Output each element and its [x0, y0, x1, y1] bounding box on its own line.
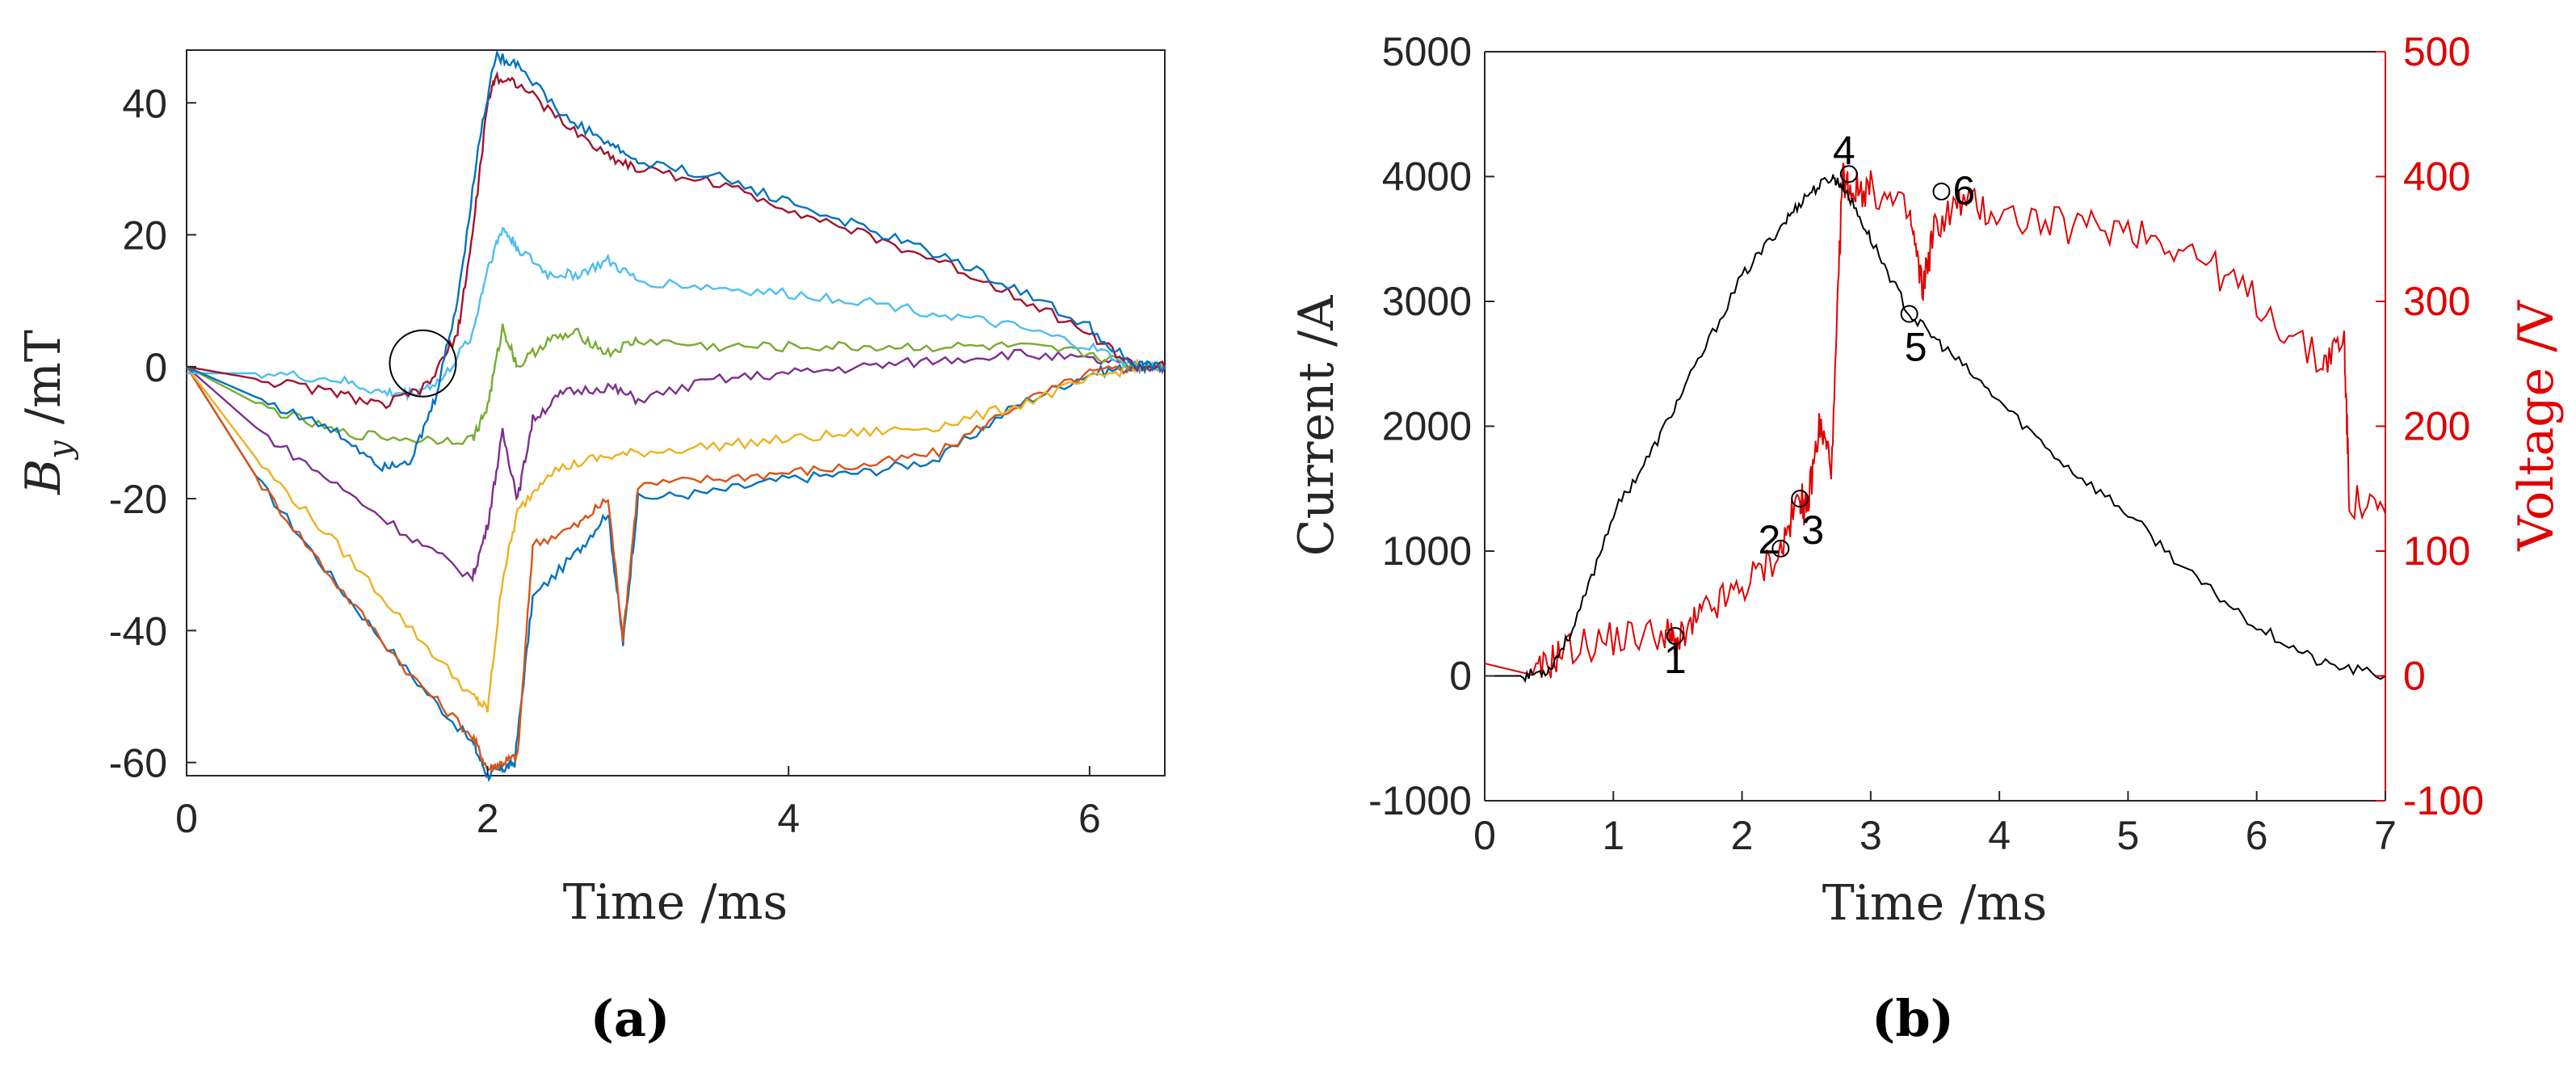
panel-b-marker-2 — [1771, 539, 1790, 558]
panel-b-caption: (b) — [1872, 989, 1954, 1048]
panel-b-marker-label-3: 3 — [1801, 507, 1824, 553]
panel-a-annotation-group — [389, 329, 457, 398]
panel-b-left-tick-label: 2000 — [1382, 404, 1472, 449]
panel-b-right-y-ticks: 500 400 300 200 100 0 -100 — [2376, 29, 2484, 823]
panel-b-right-tick-label: 200 — [2403, 404, 2470, 449]
panel-a-series-line-3 — [186, 358, 1166, 713]
panel-a-x-tick-label: 6 — [1078, 796, 1101, 841]
panel-b-right-tick-label: 500 — [2403, 29, 2470, 74]
panel-a-y-axis-label: By/mT — [15, 330, 79, 495]
panel-a-x-ticks: 0 2 4 6 — [175, 766, 1101, 841]
panel-b-right-tick-label: 100 — [2403, 528, 2470, 574]
panel-b-marker-label-6: 6 — [1953, 168, 1976, 213]
panel-a-series-line-2 — [185, 361, 1166, 772]
panel-b-left-y-axis-label: Current /A — [1288, 295, 1345, 556]
panel-b-marker-4 — [1839, 165, 1858, 183]
panel-b-x-axis-label: Time /ms — [1822, 875, 2048, 932]
panel-b-series-group — [1484, 162, 2386, 684]
panel-b-x-tick-label: 0 — [1473, 813, 1496, 858]
panel-b-x-tick-label: 6 — [2246, 813, 2268, 858]
panel-b-marker-label-2: 2 — [1758, 517, 1780, 562]
panel-a-caption: (a) — [590, 989, 670, 1048]
panel-b-x-tick-label: 4 — [1988, 813, 2011, 858]
panel-b-right-tick-label: 400 — [2403, 154, 2470, 200]
panel-b-marker-label-5: 5 — [1905, 324, 1927, 369]
panel-a-series-group — [185, 48, 1166, 783]
panel-a-series-line-5 — [186, 323, 1166, 445]
panel-a-ylabel-unit: /mT — [15, 330, 72, 424]
panel-a-y-tick-label: -20 — [109, 477, 167, 522]
panel-b-x-tick-label: 5 — [2117, 813, 2140, 858]
panel-b-left-tick-label: 0 — [1449, 654, 1472, 699]
panel-a-y-ticks: 40 20 0 -20 -40 -60 — [109, 81, 196, 786]
panel-b-plot-area — [1485, 52, 2385, 801]
panel-a-series-line-6 — [187, 226, 1166, 402]
panel-b-right-tick-label: -100 — [2403, 778, 2484, 823]
panel-b-right-tick-label: 0 — [2403, 654, 2426, 699]
panel-a-series-line-4 — [186, 348, 1166, 583]
panel-a-y-tick-label: -40 — [109, 608, 167, 654]
panel-a-ylabel-symbol: B — [15, 459, 72, 495]
panel-b-x-tick-label: 7 — [2374, 813, 2397, 858]
panel-b-left-tick-label: 3000 — [1382, 279, 1472, 324]
panel-a-x-tick-label: 2 — [477, 796, 499, 841]
panel-b-x-tick-label: 3 — [1860, 813, 1882, 858]
panel-b-left-tick-label: -1000 — [1368, 778, 1472, 823]
panel-b-marker-label-4: 4 — [1833, 128, 1855, 173]
panel-a-y-tick-label: 0 — [145, 345, 167, 390]
panel-b-marker-label-1: 1 — [1664, 637, 1687, 682]
panel-b-x-tick-label: 1 — [1602, 813, 1624, 858]
panel-b-x-tick-label: 2 — [1731, 813, 1754, 858]
panel-a-x-tick-label: 0 — [175, 796, 198, 841]
panel-b-left-tick-label: 4000 — [1382, 154, 1472, 200]
panel-a-x-tick-label: 4 — [777, 796, 800, 841]
panel-a-annotation-circle — [389, 329, 457, 398]
panel-b-right-tick-label: 300 — [2403, 279, 2470, 324]
panel-a-y-tick-label: -60 — [109, 741, 167, 786]
panel-a-ylabel-subscript: y — [42, 440, 79, 461]
panel-a-x-axis-label: Time /ms — [563, 874, 788, 931]
panel-b-left-tick-label: 5000 — [1382, 29, 1472, 74]
panel-b-x-ticks: 0 1 2 3 4 5 6 7 — [1473, 791, 2397, 858]
panel-a-y-tick-label: 20 — [122, 213, 167, 259]
panel-a-y-tick-label: 40 — [122, 81, 167, 126]
panel-b-left-tick-label: 1000 — [1382, 528, 1472, 574]
panel-b-marker-3 — [1791, 490, 1809, 508]
panel-a-plot-area — [186, 49, 1166, 776]
panel-b-current-line — [1485, 174, 2386, 684]
panel-b-marker-5 — [1900, 305, 1918, 323]
panel-b-marker-6 — [1932, 183, 1951, 201]
panel-b-left-y-ticks: 5000 4000 3000 2000 1000 0 -1000 — [1368, 29, 1494, 823]
panel-a-series-line-8 — [186, 48, 1166, 473]
panel-a-chart: 0 2 4 6 40 20 0 -20 -40 -60 Time /ms By/mT (a) — [15, 48, 1166, 1048]
panel-b-right-y-axis-label: Voltage /V — [2508, 300, 2565, 552]
panel-b-marker-1 — [1666, 627, 1684, 646]
